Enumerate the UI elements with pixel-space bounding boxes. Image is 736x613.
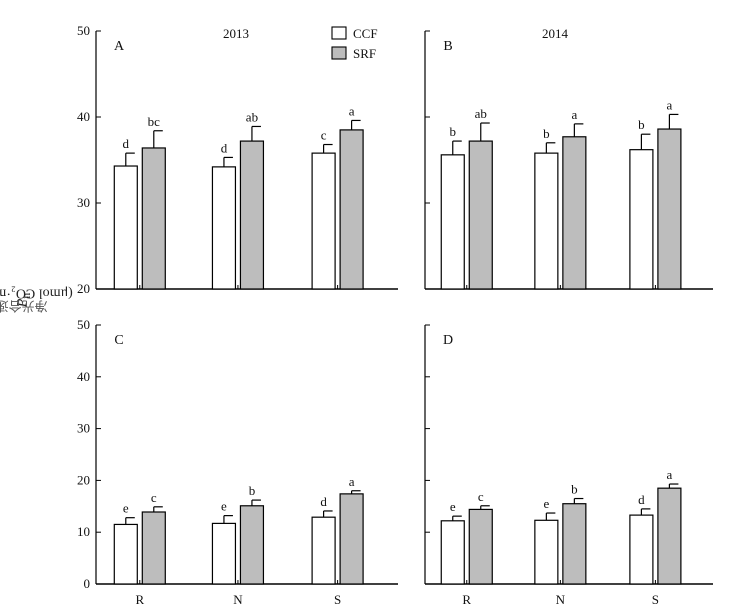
panel-c-category-label: N — [233, 592, 243, 607]
panel-c-panel-letter: C — [114, 333, 123, 348]
panel-b-title: 2014 — [542, 26, 569, 41]
panel-a-bar-srf-n — [239, 140, 265, 290]
panel-a-bar-ccf-s — [311, 152, 336, 290]
legend-swatch-ccf — [331, 26, 347, 40]
panel-b-sig-letter: b — [638, 117, 645, 132]
panel-c-bar-ccf-n — [211, 522, 237, 585]
panel-b-bar-srf-s — [657, 128, 682, 290]
panel-d-sig-letter: b — [571, 482, 578, 497]
panel-c-y-tick-label: 30 — [77, 421, 90, 436]
panel-a-bar-srf-r — [141, 147, 166, 290]
panel-a-bar-ccf-n — [211, 166, 237, 290]
panel-d-bar-srf-r — [468, 508, 493, 585]
panel-c-sig-letter: e — [123, 501, 129, 516]
panel-a-sig-letter: c — [321, 128, 327, 143]
panel-a-sig-letter: d — [123, 136, 130, 151]
panel-b-sig-letter: b — [450, 124, 457, 139]
panel-b-sig-letter: b — [543, 126, 550, 141]
panel-a-bar-srf-s — [339, 129, 364, 290]
panel-c-sig-letter: e — [221, 499, 227, 514]
panel-c-sig-letter: d — [320, 494, 327, 509]
panel-a-title: 2013 — [223, 26, 249, 41]
panel-d-bar-srf-n — [562, 503, 587, 585]
panel-c-bar-srf-s — [339, 493, 364, 585]
panel-b-bar-ccf-r — [440, 154, 465, 290]
panel-c-y-tick-label: 20 — [77, 472, 90, 487]
panel-a-y-tick-label: 20 — [77, 281, 90, 296]
legend-swatch-srf — [331, 46, 347, 60]
panel-c-bar-srf-r — [141, 511, 166, 585]
panel-d-sig-letter: d — [638, 492, 645, 507]
panel-d-category-label: S — [652, 592, 659, 607]
panel-d-category-label: N — [556, 592, 566, 607]
panel-c-category-label: S — [334, 592, 341, 607]
panel-a-y-tick-label: 40 — [77, 109, 90, 124]
panel-d-panel-letter: D — [443, 333, 453, 348]
panel-b-sig-letter: a — [571, 107, 577, 122]
panel-c-sig-letter: c — [151, 490, 157, 505]
panel-d-sig-letter: c — [478, 489, 484, 504]
panel-a-y-tick-label: 30 — [77, 195, 90, 210]
panel-d-bar-ccf-n — [534, 519, 559, 585]
panel-a-y-tick-label: 50 — [77, 23, 90, 38]
panel-a-bar-ccf-r — [113, 165, 138, 290]
panel-c-bar-srf-n — [239, 505, 265, 585]
panel-a-sig-letter: ab — [246, 109, 258, 124]
panel-c-sig-letter: a — [349, 474, 355, 489]
panel-d-sig-letter: a — [667, 467, 673, 482]
panel-d-bar-ccf-s — [629, 514, 654, 585]
panel-d-sig-letter: e — [543, 496, 549, 511]
panel-a-sig-letter: d — [221, 140, 228, 155]
panel-c-y-tick-label: 40 — [77, 369, 90, 384]
panel-c-bar-ccf-s — [311, 516, 336, 585]
panel-a-sig-letter: a — [349, 103, 355, 118]
panel-c-y-tick-label: 50 — [77, 317, 90, 332]
panel-c-category-label: R — [135, 592, 144, 607]
panel-b-bar-srf-n — [562, 136, 587, 290]
panel-b-bar-ccf-s — [629, 149, 654, 290]
panel-c-y-tick-label: 10 — [77, 524, 90, 539]
panel-a-panel-letter: A — [114, 39, 125, 54]
panel-c-bar-ccf-r — [113, 523, 138, 585]
legend-label-ccf: CCF — [353, 26, 378, 41]
panel-d-bar-ccf-r — [440, 520, 465, 585]
panel-b-panel-letter: B — [443, 39, 452, 54]
panel-a-sig-letter: bc — [148, 114, 161, 129]
panel-b-sig-letter: a — [667, 97, 673, 112]
panel-b-bar-ccf-n — [534, 152, 559, 290]
legend-label-srf: SRF — [353, 46, 376, 61]
panel-c-y-tick-label: 0 — [84, 576, 91, 591]
panel-c-sig-letter: b — [249, 483, 256, 498]
panel-d-category-label: R — [462, 592, 471, 607]
panel-b-bar-srf-r — [468, 140, 493, 290]
panel-b-sig-letter: ab — [475, 106, 487, 121]
panel-d-bar-srf-s — [657, 487, 682, 585]
panel-d-sig-letter: e — [450, 499, 456, 514]
